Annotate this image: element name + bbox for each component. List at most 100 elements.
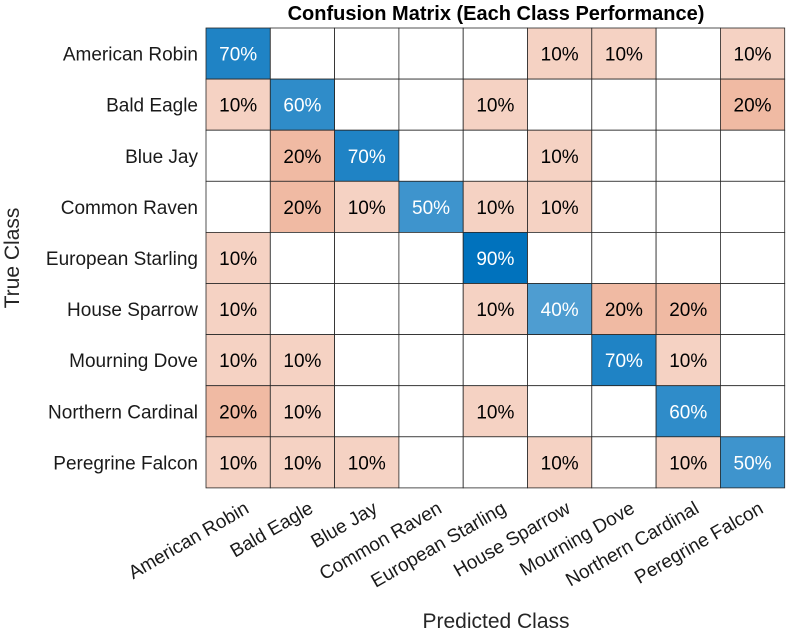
y-tick-label: Common Raven (61, 198, 198, 219)
cell-value-label: 50% (734, 453, 772, 474)
matrix-cell (398, 231, 464, 284)
matrix-cell (720, 231, 786, 284)
y-tick-label: European Starling (46, 249, 198, 270)
cell-value-label: 10% (541, 147, 579, 168)
y-tick-label: Mourning Dove (69, 351, 198, 372)
cell-value-label: 10% (219, 249, 257, 270)
matrix-cell (334, 27, 400, 80)
cell-value-label: 10% (283, 453, 321, 474)
cell-value-label: 10% (541, 453, 579, 474)
matrix-cell (334, 283, 400, 335)
matrix-cell (720, 334, 786, 387)
cell-value-label: 10% (476, 96, 514, 117)
y-tick-labels: American Robin Bald Eagle Blue Jay Common R… (46, 45, 199, 475)
matrix-cell (591, 78, 657, 131)
matrix-cell (720, 27, 786, 80)
cell-value-label: 20% (219, 402, 257, 423)
matrix-cell (527, 78, 593, 131)
matrix-cell (655, 129, 721, 182)
matrix-cell (205, 385, 271, 438)
cell-value-label: 10% (219, 96, 257, 117)
matrix-cell (398, 129, 464, 182)
matrix-cell (655, 231, 721, 284)
matrix-cell (527, 231, 593, 284)
cell-value-label: 10% (669, 351, 707, 372)
matrix-cell (462, 231, 528, 284)
matrix-cell (398, 180, 464, 233)
cell-value-label: 70% (219, 45, 257, 66)
matrix-cell (655, 78, 721, 131)
cell-value-label: 10% (348, 198, 386, 219)
cell-value-label: 10% (605, 45, 643, 66)
cell-value-label: 10% (348, 453, 386, 474)
cell-value-label: 10% (219, 453, 257, 474)
matrix-cell (269, 180, 335, 233)
matrix-cell (720, 385, 786, 438)
matrix-cell (591, 283, 657, 335)
cell-value-label: 60% (283, 96, 321, 117)
matrix-cell (462, 436, 528, 489)
y-tick-label: Northern Cardinal (48, 402, 198, 423)
matrix-cell (269, 385, 335, 438)
matrix-cell (334, 385, 400, 438)
matrix-cell (720, 436, 786, 489)
x-axis-label: Predicted Class (422, 610, 569, 632)
y-axis-label: True Class (1, 208, 24, 309)
cell-value-label: 20% (605, 300, 643, 321)
matrix-cell (269, 231, 335, 284)
matrix-cell (720, 129, 786, 182)
cell-value-label: 10% (219, 300, 257, 321)
matrix-cell (269, 78, 335, 131)
matrix-cell (527, 334, 593, 387)
matrix-cell (655, 283, 721, 335)
matrix-cell (462, 334, 528, 387)
matrix-cell (334, 231, 400, 284)
matrix-cell (269, 27, 335, 80)
matrix-cells: 70% 10% 10% 10% 10% 60% 10% 20% 20% 70% 10% 20% 10% 5… (205, 27, 786, 489)
matrix-cell (334, 334, 400, 387)
matrix-cell (398, 436, 464, 489)
matrix-cell (527, 436, 593, 489)
y-tick-label: House Sparrow (67, 300, 198, 321)
cell-value-label: 60% (669, 402, 707, 423)
matrix-cell (591, 231, 657, 284)
matrix-cell (334, 129, 400, 182)
y-tick-label: Peregrine Falcon (53, 453, 198, 474)
matrix-cell (655, 385, 721, 438)
matrix-cell (591, 129, 657, 182)
matrix-cell (655, 334, 721, 387)
matrix-cell (527, 27, 593, 80)
matrix-cell (655, 27, 721, 80)
matrix-cell (655, 180, 721, 233)
matrix-cell (462, 27, 528, 80)
matrix-cell (398, 27, 464, 80)
matrix-cell (205, 231, 271, 284)
cell-value-label: 20% (734, 96, 772, 117)
matrix-cell (591, 436, 657, 489)
cell-value-label: 20% (283, 198, 321, 219)
cell-value-label: 90% (476, 249, 514, 270)
matrix-cell (269, 283, 335, 335)
matrix-cell (591, 180, 657, 233)
cell-value-label: 40% (541, 300, 579, 321)
chart-title: Confusion Matrix (Each Class Performance… (288, 3, 705, 25)
matrix-cell (720, 78, 786, 131)
matrix-cell (398, 78, 464, 131)
cell-value-label: 20% (283, 147, 321, 168)
cell-value-label: 70% (348, 147, 386, 168)
matrix-cell (462, 283, 528, 335)
matrix-cell (269, 334, 335, 387)
cell-value-label: 10% (541, 45, 579, 66)
cell-value-label: 50% (412, 198, 450, 219)
matrix-cell (462, 129, 528, 182)
matrix-cell (205, 129, 271, 182)
matrix-cell (205, 283, 271, 335)
cell-value-label: 10% (476, 300, 514, 321)
cell-value-label: 20% (669, 300, 707, 321)
matrix-cell (205, 180, 271, 233)
y-tick-label: American Robin (63, 45, 198, 66)
cell-value-label: 10% (283, 402, 321, 423)
cell-value-label: 10% (283, 351, 321, 372)
cell-value-label: 10% (476, 402, 514, 423)
